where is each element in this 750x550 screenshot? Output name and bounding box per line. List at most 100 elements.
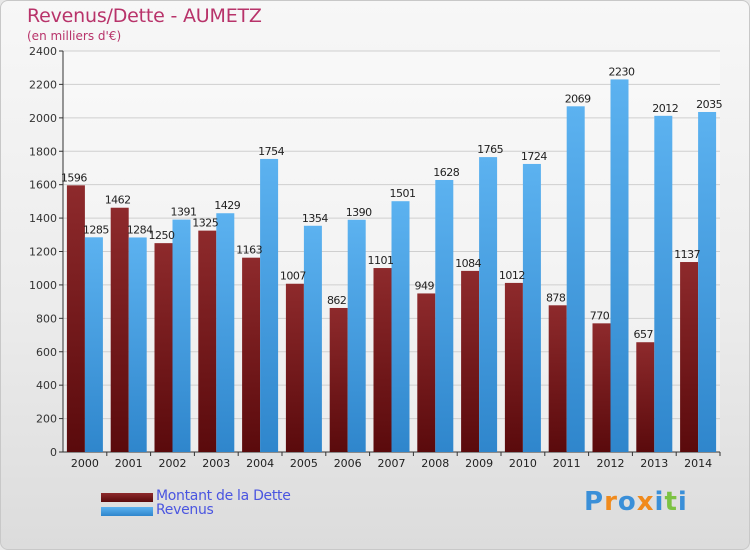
data-label-revenus: 1285 — [83, 223, 109, 236]
data-label-dette: 1462 — [105, 194, 131, 207]
y-tick-label: 2000 — [29, 112, 57, 125]
x-tick-label: 2000 — [71, 457, 99, 470]
bar-revenus — [566, 106, 585, 453]
bar-dette — [154, 243, 173, 452]
bar-dette — [198, 230, 217, 452]
bar-dette — [548, 305, 567, 452]
data-label-dette: 878 — [546, 291, 566, 304]
y-tick-label: 1200 — [29, 246, 57, 259]
data-label-revenus: 1754 — [258, 145, 284, 158]
y-tick-label: 2200 — [29, 78, 57, 91]
data-label-revenus: 2069 — [565, 92, 591, 105]
data-label-revenus: 1284 — [127, 223, 153, 236]
x-tick-label: 2005 — [290, 457, 318, 470]
bar-revenus — [260, 158, 279, 452]
legend-label-revenus: Revenus — [156, 502, 214, 518]
bar-revenus — [128, 237, 147, 452]
x-tick-label: 2002 — [159, 457, 187, 470]
bar-revenus — [435, 179, 454, 452]
y-tick-label: 0 — [50, 446, 57, 459]
legend-label-dette: Montant de la Dette — [156, 488, 291, 504]
data-label-revenus: 1765 — [477, 143, 503, 156]
data-label-dette: 1163 — [236, 244, 262, 257]
proxiti-logo: Proxiti — [584, 487, 688, 517]
bars — [66, 79, 717, 453]
x-tick-label: 2001 — [115, 457, 143, 470]
chart-title: Revenus/Dette - AUMETZ — [27, 5, 262, 27]
y-tick-label: 1000 — [29, 279, 57, 292]
data-label-dette: 949 — [415, 279, 435, 292]
x-tick-label: 2004 — [246, 457, 274, 470]
chart-subtitle: (en milliers d'€) — [27, 29, 122, 43]
data-label-revenus: 2035 — [696, 98, 722, 111]
y-tick-label: 800 — [36, 312, 57, 325]
x-tick-label: 2003 — [202, 457, 230, 470]
logo-letter: o — [617, 487, 637, 517]
bar-dette — [504, 282, 523, 452]
legend-swatch-revenus — [101, 507, 153, 516]
logo-letter: x — [636, 487, 655, 517]
x-tick-label: 2009 — [465, 457, 493, 470]
data-label-dette: 1084 — [455, 257, 481, 270]
data-label-dette: 1250 — [149, 229, 175, 242]
data-label-revenus: 1724 — [521, 150, 547, 163]
logo-letter: r — [604, 487, 618, 517]
data-label-dette: 862 — [327, 294, 347, 307]
bar-revenus — [698, 111, 717, 453]
bar-dette — [110, 207, 129, 452]
bar-dette — [285, 283, 304, 452]
bar-dette — [329, 307, 348, 452]
bar-dette — [242, 257, 261, 452]
data-label-revenus: 1501 — [390, 187, 416, 200]
data-label-dette: 1012 — [499, 269, 525, 282]
x-tick-label: 2013 — [640, 457, 668, 470]
bar-revenus — [347, 219, 366, 452]
logo-letter: t — [664, 487, 678, 517]
bar-dette — [680, 262, 699, 452]
x-tick-label: 2006 — [334, 457, 362, 470]
bar-revenus — [303, 225, 322, 452]
bar-revenus — [216, 213, 235, 452]
bar-revenus — [479, 157, 498, 453]
logo-letter: i — [654, 487, 665, 517]
bar-revenus — [610, 79, 629, 452]
x-tick-label: 2010 — [509, 457, 537, 470]
bar-revenus — [522, 163, 541, 452]
data-label-revenus: 1628 — [433, 166, 459, 179]
y-tick-label: 2400 — [29, 45, 57, 58]
data-label-dette: 657 — [634, 328, 654, 341]
y-tick-label: 400 — [36, 379, 57, 392]
bar-dette — [417, 293, 436, 452]
y-tick-label: 600 — [36, 346, 57, 359]
data-label-dette: 1596 — [61, 171, 87, 184]
x-tick-label: 2007 — [378, 457, 406, 470]
data-label-dette: 1137 — [674, 248, 700, 261]
data-label-revenus: 2012 — [652, 102, 678, 115]
bar-dette — [461, 270, 480, 452]
bar-revenus — [391, 201, 410, 452]
bar-dette — [592, 323, 611, 452]
data-label-dette: 1101 — [368, 254, 394, 267]
axes: 0 200 400 600 800 1000 1200 1400 1600 1800 2000 220… — [29, 45, 721, 470]
y-tick-label: 200 — [36, 413, 57, 426]
bar-dette — [636, 342, 655, 452]
y-tick-label: 1800 — [29, 145, 57, 158]
x-tick-label: 2012 — [597, 457, 625, 470]
data-label-revenus: 2230 — [609, 65, 635, 78]
data-label-dette: 1325 — [192, 217, 218, 230]
legend-swatch-dette — [101, 493, 153, 502]
bar-dette — [373, 268, 392, 452]
data-label-revenus: 1391 — [171, 206, 197, 219]
logo-letter: i — [677, 487, 688, 517]
y-tick-label: 1400 — [29, 212, 57, 225]
logo-letter: P — [584, 487, 605, 517]
data-label-dette: 770 — [590, 309, 610, 322]
bar-revenus — [654, 115, 673, 452]
y-tick-label: 1600 — [29, 179, 57, 192]
data-label-revenus: 1354 — [302, 212, 328, 225]
bar-dette — [66, 185, 85, 452]
bar-revenus — [84, 237, 103, 452]
